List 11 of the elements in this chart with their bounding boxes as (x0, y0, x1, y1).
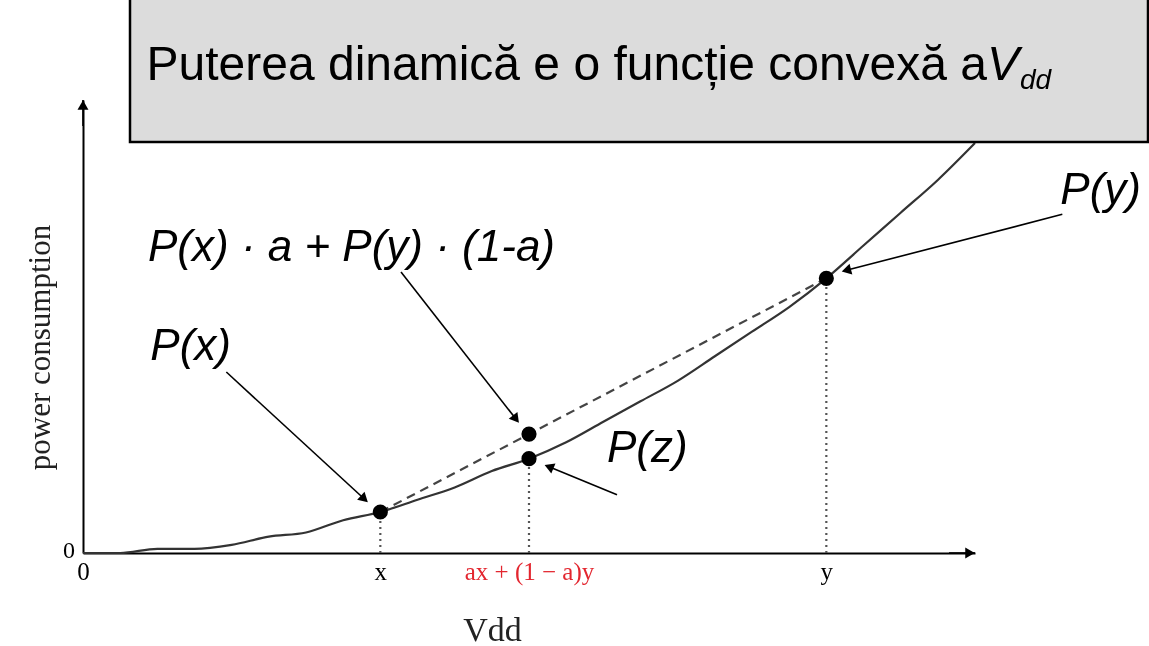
text: P(y) (1060, 164, 1141, 214)
annotation: P(z) (607, 421, 688, 471)
x-tick-label: x (374, 557, 388, 585)
x-tick-label: 0 (77, 557, 90, 585)
annotation: P(x) (150, 320, 231, 369)
x-tick-label: ax + (1 − a)y (464, 557, 595, 586)
annotation: P(x) · a + P(y) · (1-a) (148, 221, 556, 271)
y-axis-title: power consumption (21, 224, 57, 471)
x-tick-label: y (820, 557, 834, 585)
x-axis-title: Vdd (463, 610, 522, 646)
annotation: 0 (63, 537, 75, 563)
